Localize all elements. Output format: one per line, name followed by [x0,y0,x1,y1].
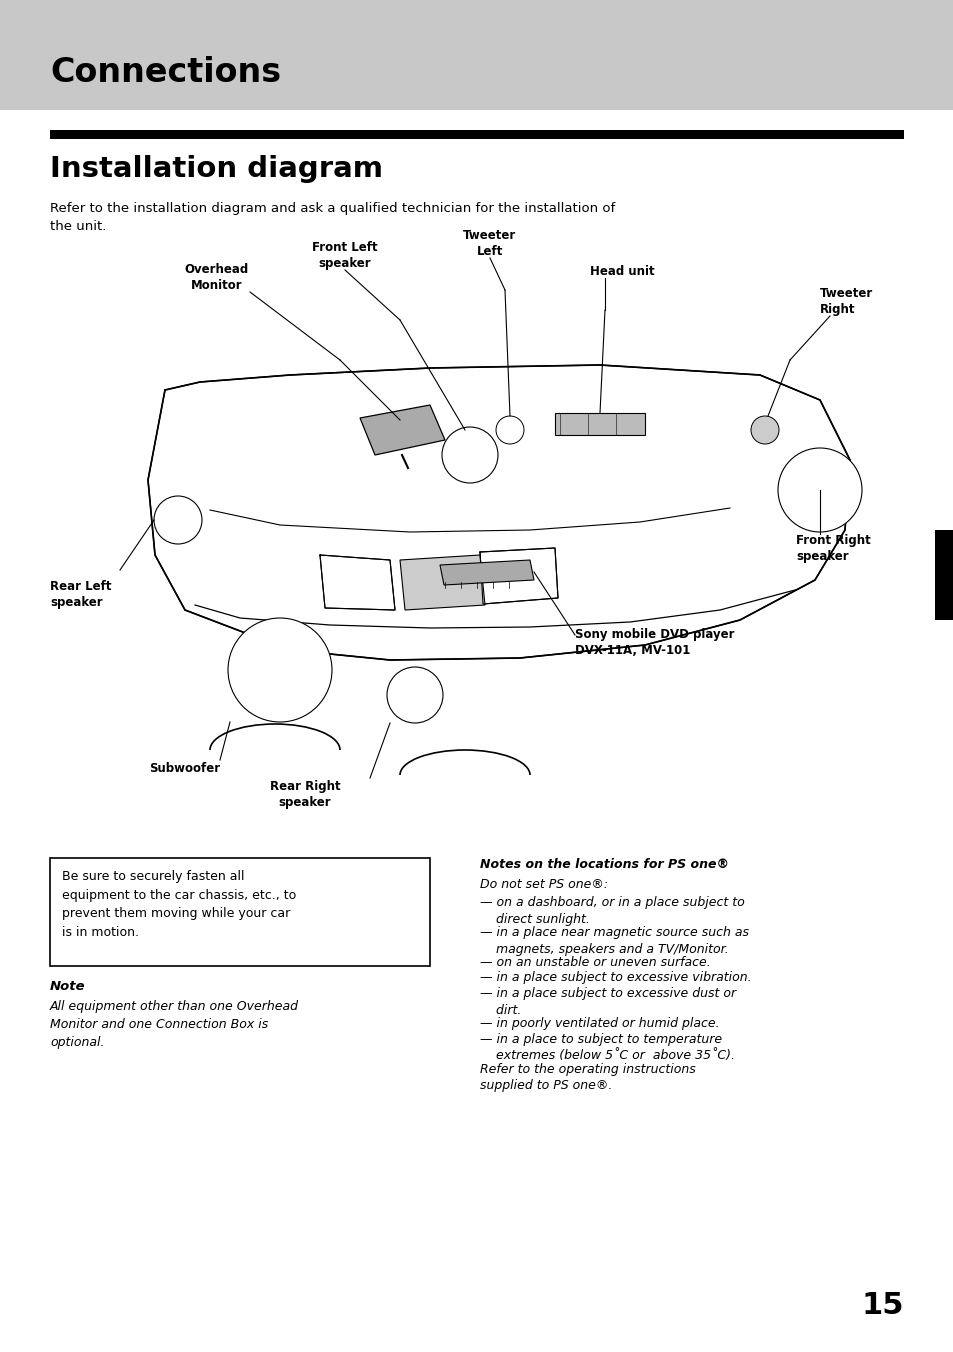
Text: — in a place subject to excessive dust or
    dirt.: — in a place subject to excessive dust o… [479,987,736,1017]
Text: Front Left
speaker: Front Left speaker [312,241,377,270]
Circle shape [173,516,182,525]
Circle shape [778,448,862,531]
Text: Do not set PS one®:: Do not set PS one®: [479,877,607,891]
Circle shape [169,511,187,529]
Text: Tweeter
Left: Tweeter Left [463,228,517,258]
Text: — in a place to subject to temperature
    extremes (below 5˚C or  above 35˚C).: — in a place to subject to temperature e… [479,1033,734,1063]
Circle shape [504,425,515,435]
Text: — on a dashboard, or in a place subject to
    direct sunlight.: — on a dashboard, or in a place subject … [479,896,744,926]
Circle shape [162,504,193,535]
Circle shape [409,690,420,700]
Text: Head unit: Head unit [589,265,654,279]
Text: Connections: Connections [50,55,281,88]
Polygon shape [439,560,534,585]
Circle shape [274,665,285,675]
Text: Refer to the operating instructions
supplied to PS one®.: Refer to the operating instructions supp… [479,1063,695,1092]
Circle shape [450,435,490,475]
Text: Rear Right
speaker: Rear Right speaker [270,780,340,808]
Text: Note: Note [50,980,86,992]
Circle shape [801,472,837,508]
Bar [0,0,953,110]
Text: Be sure to securely fasten all
equipment to the car chassis, etc., to
prevent th: Be sure to securely fasten all equipment… [62,869,296,938]
Text: Front Right
speaker: Front Right speaker [795,534,870,562]
Text: — in a place near magnetic source such as
    magnets, speakers and a TV/Monitor: — in a place near magnetic source such a… [479,926,748,956]
Bar [50,130,903,139]
Circle shape [228,618,332,722]
Text: — in a place subject to excessive vibration.: — in a place subject to excessive vibrat… [479,972,751,984]
Text: Tweeter
Right: Tweeter Right [820,287,872,316]
Circle shape [789,460,849,521]
Text: Installation diagram: Installation diagram [50,155,382,183]
Circle shape [463,449,476,461]
Bar [555,412,644,435]
Text: Overhead
Monitor: Overhead Monitor [185,264,249,292]
Bar [50,859,430,965]
Circle shape [500,420,518,439]
Circle shape [755,420,773,439]
Text: All equipment other than one Overhead
Monitor and one Connection Box is
optional: All equipment other than one Overhead Mo… [50,1000,298,1049]
Circle shape [750,416,779,443]
Text: Rear Left
speaker: Rear Left speaker [50,580,112,608]
Circle shape [402,683,427,707]
Circle shape [441,427,497,483]
Text: — on an unstable or uneven surface.: — on an unstable or uneven surface. [479,956,710,969]
Text: 15: 15 [861,1291,903,1320]
Circle shape [242,631,317,708]
Polygon shape [148,365,849,660]
Polygon shape [399,556,484,610]
Polygon shape [359,406,444,456]
Circle shape [268,658,292,681]
Circle shape [395,675,435,715]
Polygon shape [319,556,395,610]
Circle shape [496,416,523,443]
Text: Subwoofer: Subwoofer [150,763,220,775]
Circle shape [760,425,769,435]
Polygon shape [479,548,558,604]
Circle shape [457,443,481,466]
Bar [934,530,953,621]
Text: — in poorly ventilated or humid place.: — in poorly ventilated or humid place. [479,1017,719,1030]
Circle shape [387,667,442,723]
Text: Notes on the locations for PS one®: Notes on the locations for PS one® [479,859,728,871]
Circle shape [810,481,828,499]
Circle shape [255,646,304,694]
Text: Sony mobile DVD player
DVX-11A, MV-101: Sony mobile DVD player DVX-11A, MV-101 [575,627,734,657]
Text: Refer to the installation diagram and ask a qualified technician for the install: Refer to the installation diagram and as… [50,201,615,233]
Circle shape [153,496,202,544]
